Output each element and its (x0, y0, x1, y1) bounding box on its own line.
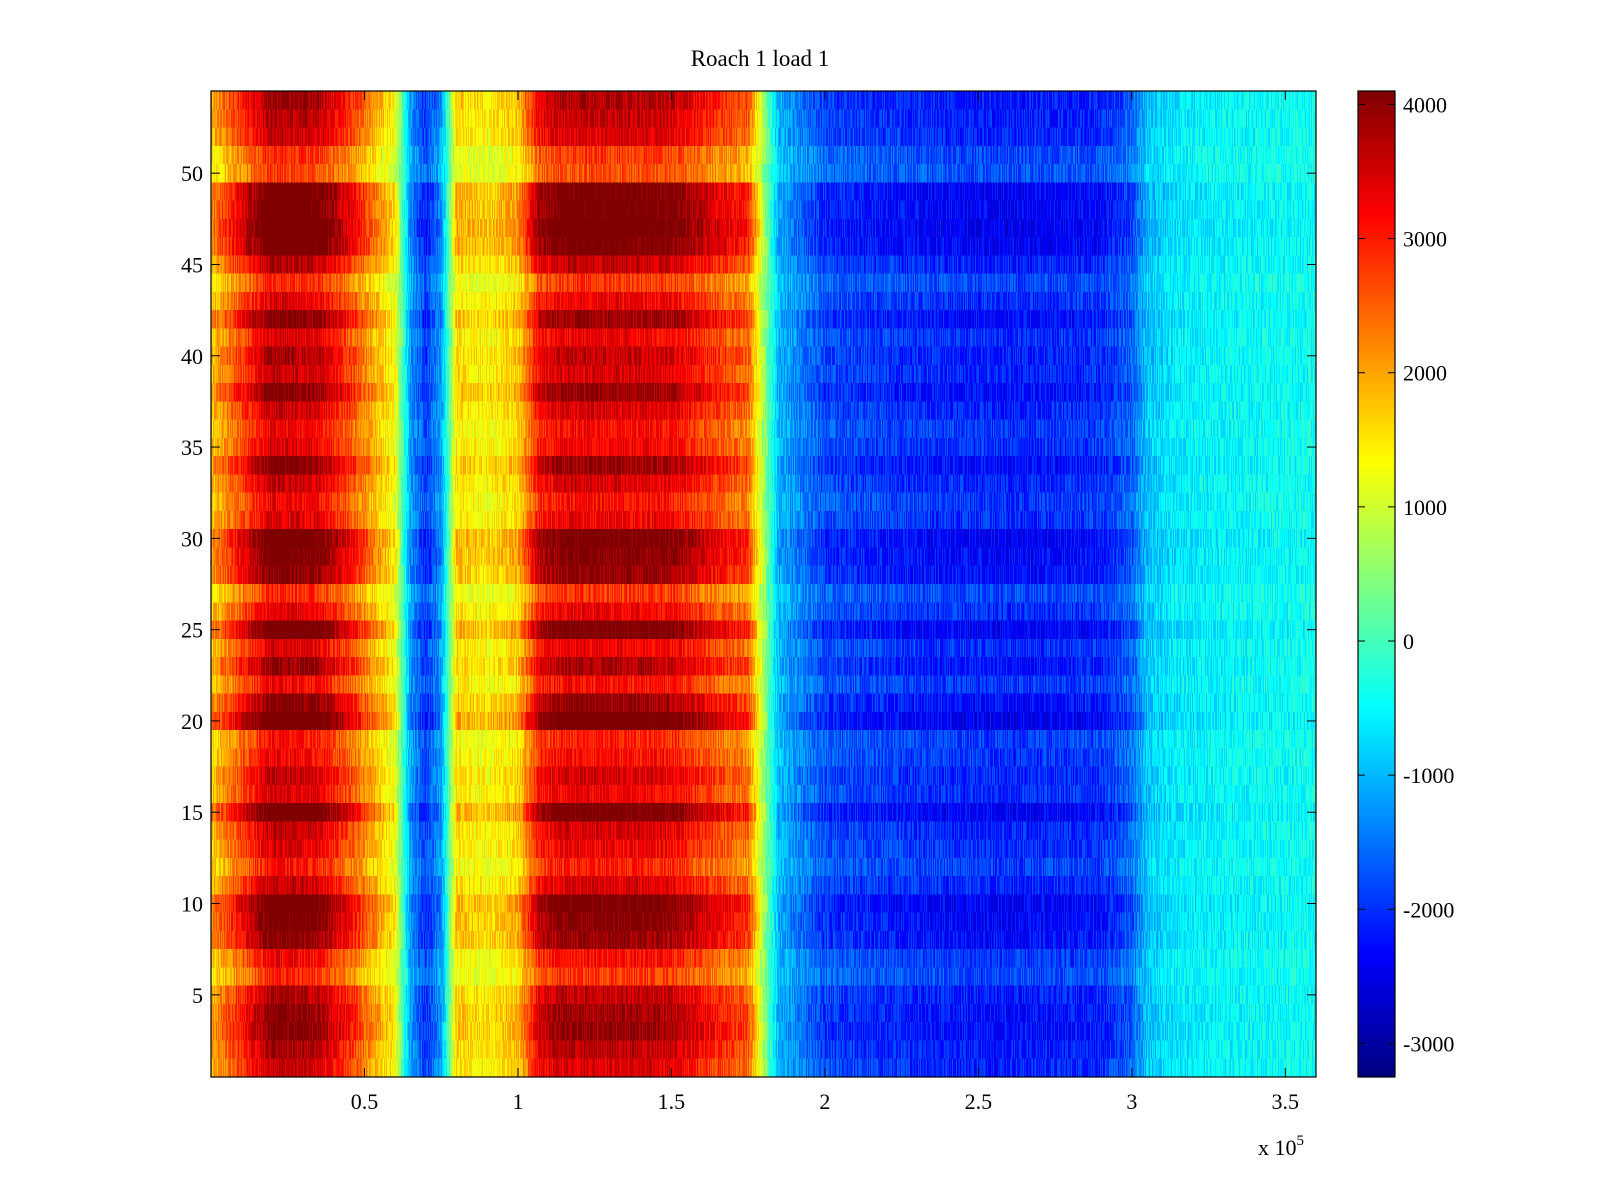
colorbar-tick-label: -1000 (1403, 763, 1454, 788)
x-exponent-base: x 10 (1258, 1135, 1297, 1160)
heatmap-image (211, 91, 1316, 1077)
y-tick-label: 45 (181, 252, 203, 277)
y-tick-label: 50 (181, 161, 203, 186)
colorbar-axis: -3000 -2000 -1000 0 1000 2000 3000 4000 (1358, 92, 1454, 1056)
x-tick-label: 1.5 (658, 1089, 686, 1114)
x-tick-label: 0.5 (351, 1089, 379, 1114)
colorbar-tick-label: 0 (1403, 629, 1414, 654)
y-axis: 5 10 15 20 25 30 35 40 45 50 (181, 161, 1316, 1008)
x-tick-label: 3.5 (1272, 1089, 1300, 1114)
colorbar-tick-label: 2000 (1403, 361, 1447, 386)
y-tick-label: 35 (181, 435, 203, 460)
colorbar-tick-label: -2000 (1403, 897, 1454, 922)
colorbar-tick-label: 1000 (1403, 495, 1447, 520)
x-exponent-label: x 105 (1258, 1133, 1304, 1160)
chart-title: Roach 1 load 1 (691, 46, 830, 71)
colorbar-frame (1357, 90, 1396, 1078)
colorbar-tick-label: 4000 (1403, 92, 1447, 117)
x-tick-label: 3 (1126, 1089, 1137, 1114)
y-tick-label: 5 (192, 983, 203, 1008)
y-tick-label: 15 (181, 800, 203, 825)
x-exponent-power: 5 (1297, 1133, 1305, 1149)
x-tick-label: 1 (512, 1089, 523, 1114)
y-tick-label: 25 (181, 618, 203, 643)
colorbar-tick-label: -3000 (1403, 1031, 1454, 1056)
x-tick-label: 2.5 (965, 1089, 993, 1114)
colorbar-image (1358, 91, 1395, 1077)
x-axis: 0.5 1 1.5 2 2.5 3 3.5 (351, 91, 1299, 1114)
y-tick-label: 10 (181, 892, 203, 917)
x-tick-label: 2 (819, 1089, 830, 1114)
y-tick-label: 20 (181, 709, 203, 734)
colorbar-tick-label: 3000 (1403, 227, 1447, 252)
y-tick-label: 30 (181, 526, 203, 551)
plot-frame (210, 90, 1317, 1078)
y-tick-label: 40 (181, 344, 203, 369)
